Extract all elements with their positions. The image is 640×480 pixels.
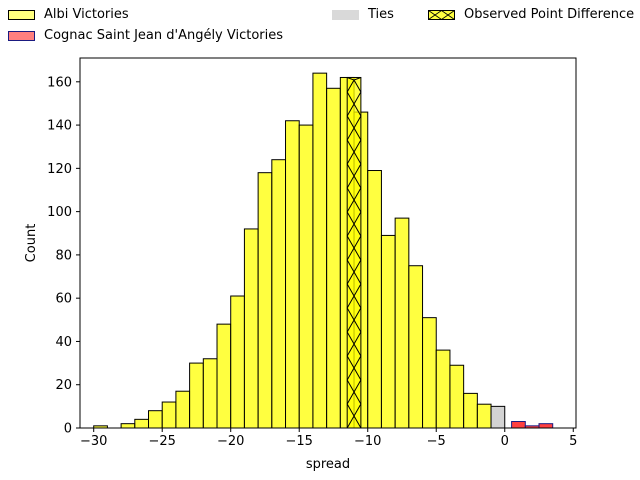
bar-albi [216, 323, 232, 429]
legend-label-albi: Albi Victories [44, 7, 129, 22]
bar-albi [120, 423, 136, 429]
x-axis-label: spread [306, 457, 350, 472]
bar-ties [490, 405, 506, 429]
y-tick-label: 140 [47, 119, 72, 134]
bar-albi [435, 349, 451, 429]
bar-albi [298, 124, 314, 429]
bar-albi [380, 234, 396, 429]
legend-label-observed: Observed Point Difference [464, 7, 635, 22]
x-tick-label: 5 [569, 434, 577, 449]
legend-swatch-observed [428, 9, 455, 20]
x-tick-label: −10 [354, 434, 381, 449]
legend-item-observed: Observed Point Difference [428, 7, 634, 22]
bar-albi [422, 317, 437, 429]
y-axis-label: Count [24, 224, 39, 263]
bar-albi [312, 72, 328, 429]
x-tick-label: −5 [427, 434, 446, 449]
bar-albi [257, 172, 273, 429]
bar-albi [161, 401, 177, 429]
bar-albi [326, 87, 341, 429]
bar-albi [449, 364, 465, 429]
x-tick-label: 0 [501, 434, 509, 449]
x-tick-label: −20 [217, 434, 244, 449]
legend-item-albi: Albi Victories [8, 7, 129, 22]
legend-item-ties: Ties [332, 7, 394, 22]
bar-cognac [511, 421, 526, 429]
y-tick-label: 40 [55, 335, 72, 350]
legend-item-cognac: Cognac Saint Jean d'Angély Victories [8, 28, 283, 43]
bar-albi [271, 159, 287, 429]
legend-label-ties: Ties [368, 7, 394, 22]
bar-albi [175, 390, 191, 429]
y-tick-label: 120 [47, 162, 72, 177]
bar-cognac [538, 423, 554, 429]
y-tick-label: 100 [47, 205, 72, 220]
plot-frame [79, 57, 577, 429]
y-tick-label: 20 [55, 378, 72, 393]
bar-albi [202, 358, 218, 429]
bar-albi [476, 403, 492, 429]
bar-albi [134, 418, 150, 429]
bar-albi [408, 265, 424, 429]
observed-hatch [346, 77, 362, 429]
bar-albi [148, 410, 163, 429]
bar-albi [189, 362, 204, 429]
bar-albi [367, 170, 382, 429]
legend-swatch-ties [332, 9, 359, 20]
y-tick-label: 80 [55, 248, 72, 263]
y-tick-label: 0 [64, 422, 72, 437]
y-tick-label: 60 [55, 292, 72, 307]
bar-albi [285, 120, 300, 429]
legend-swatch-cognac [8, 30, 35, 41]
x-tick-label: −25 [148, 434, 175, 449]
legend-swatch-albi [8, 9, 35, 20]
bar-albi [243, 228, 259, 429]
bar-albi [463, 392, 478, 429]
x-tick-label: −30 [80, 434, 107, 449]
legend-label-cognac: Cognac Saint Jean d'Angély Victories [44, 28, 284, 43]
bar-albi [394, 217, 410, 429]
y-tick-label: 160 [47, 75, 72, 90]
bar-albi [230, 295, 245, 429]
x-tick-label: −15 [286, 434, 313, 449]
